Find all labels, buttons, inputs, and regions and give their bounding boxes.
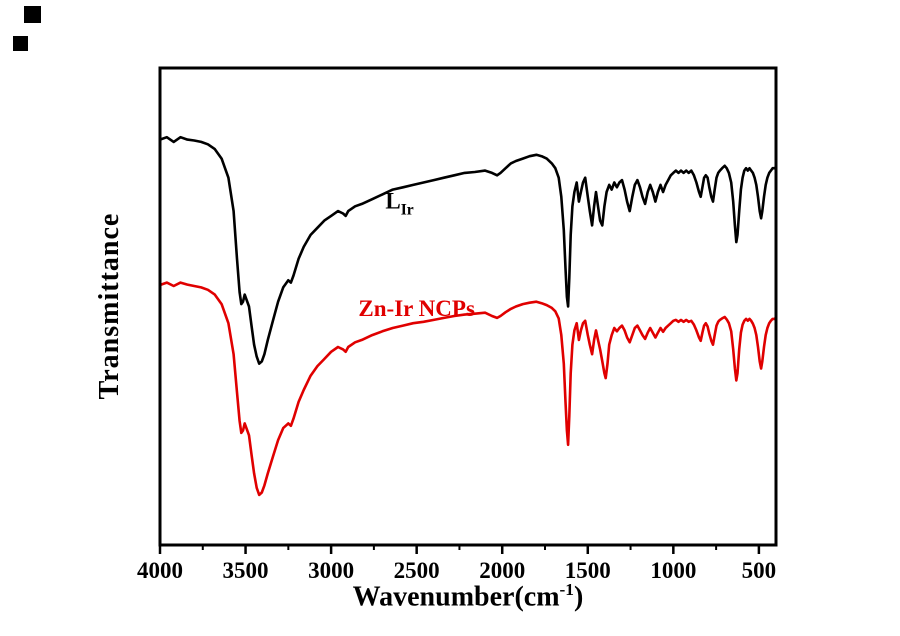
x-axis-title-sup: -1 <box>559 580 574 599</box>
artifact-mark-1 <box>24 6 41 23</box>
x-tick-label: 500 <box>742 558 777 583</box>
x-axis-title: Wavenumber(cm-1) <box>353 580 584 613</box>
series-label-1: Zn-Ir NCPs <box>358 296 475 322</box>
plot-frame <box>158 66 778 547</box>
x-tick-label: 1500 <box>565 558 611 583</box>
x-tick-label: 3000 <box>308 558 354 583</box>
x-tick-label: 1000 <box>650 558 696 583</box>
series-label-0-text: L <box>385 188 401 214</box>
spectrum-curve-0 <box>158 135 778 366</box>
artifact-mark-2 <box>13 36 28 51</box>
series-label-1-text: Zn-Ir NCPs <box>358 295 475 321</box>
series-label-0: LIr <box>385 189 413 220</box>
x-tick-label: 2000 <box>479 558 525 583</box>
spectrum-curve-1 <box>158 281 778 497</box>
x-axis-title-close: ) <box>574 581 584 613</box>
x-tick-label: 4000 <box>137 558 183 583</box>
y-axis-title: Transmittance <box>94 213 125 400</box>
x-tick-label: 3500 <box>223 558 269 583</box>
x-axis-title-main: Wavenumber(cm <box>352 581 560 613</box>
x-tick-label: 2500 <box>394 558 440 583</box>
series-label-0-sub: Ir <box>400 201 414 219</box>
